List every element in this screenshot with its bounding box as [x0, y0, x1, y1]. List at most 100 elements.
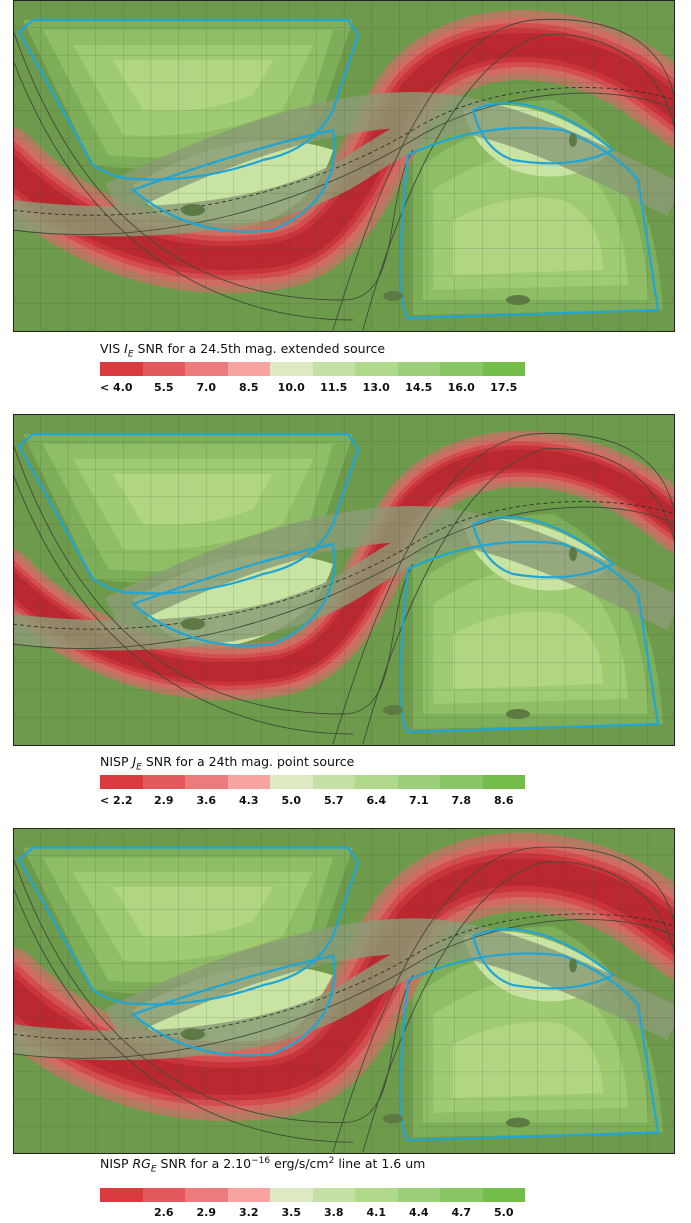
source-mask — [569, 547, 577, 561]
grid — [13, 414, 675, 746]
survey-south — [399, 126, 660, 320]
survey-south — [399, 952, 660, 1142]
colorbar-swatch — [440, 1188, 483, 1202]
survey-north — [17, 432, 360, 595]
colorbar-swatch — [227, 1188, 270, 1202]
colorbar-tick-label: 10.0 — [277, 381, 305, 394]
band-contour — [13, 33, 675, 271]
survey-lens-north — [471, 928, 616, 990]
field-contour — [113, 886, 273, 937]
colorbar-tick-label: 8.6 — [494, 794, 514, 807]
colorbar-swatch — [312, 362, 355, 376]
colorbar-tick-label: 14.5 — [405, 381, 433, 394]
source-mask — [506, 295, 530, 305]
boundary-curve — [332, 846, 675, 1153]
colorbar-3 — [100, 1188, 525, 1202]
boundary-curve — [332, 18, 675, 331]
sky-map-1 — [13, 0, 675, 332]
boundary-curve — [13, 59, 354, 321]
colorbar-tick-label: 5.7 — [324, 794, 344, 807]
field-contour — [453, 197, 603, 275]
source-mask — [383, 1113, 403, 1124]
boundary-curve — [13, 443, 414, 715]
survey-lens-south — [130, 542, 336, 647]
colorbar-swatch — [227, 775, 270, 789]
colorbar-ticks-3: 2.6 2.9 3.2 3.5 3.8 4.1 4.4 4.7 5.0 — [100, 1206, 525, 1220]
colorbar-title-1: VIS IE SNR for a 24.5th mag. extended so… — [100, 341, 386, 360]
colorbar-tick-label: < 2.2 — [100, 794, 133, 807]
source-mask — [383, 705, 403, 715]
survey-south — [399, 540, 660, 734]
field-contour — [113, 60, 273, 111]
ecliptic-dashed — [13, 501, 675, 630]
grid — [13, 0, 675, 332]
source-mask — [506, 709, 530, 719]
colorbar-tick-label: < 4.0 — [100, 381, 133, 394]
colorbar-swatch — [100, 775, 143, 789]
colorbar-swatch — [355, 775, 398, 789]
ecliptic-dashed — [13, 87, 675, 216]
colorbar-tick-label: 4.4 — [409, 1206, 429, 1219]
boundary-curve — [13, 857, 414, 1124]
boundary-curves — [13, 846, 675, 1153]
colorbar-tick-label: 11.5 — [320, 381, 348, 394]
masked-sources — [181, 133, 577, 305]
colorbar-swatch — [185, 362, 228, 376]
colorbar-tick-label: 4.3 — [239, 794, 259, 807]
colorbar-swatch — [397, 1188, 440, 1202]
survey-outline — [17, 432, 660, 734]
survey-lens-south — [130, 128, 336, 233]
panel-2: NISP JE SNR for a 24th mag. point source… — [0, 414, 691, 814]
boundary-curve — [362, 861, 675, 1153]
colorbar-swatch — [482, 362, 525, 376]
colorbar-tick-label: 2.6 — [154, 1206, 174, 1219]
colorbar-1 — [100, 362, 525, 376]
field-contour — [113, 474, 273, 525]
colorbar-swatch — [185, 1188, 228, 1202]
colorbar-tick-label: 13.0 — [362, 381, 390, 394]
galactic-band — [13, 10, 675, 294]
survey-lens-south — [130, 954, 336, 1057]
colorbar-tick-label: 6.4 — [366, 794, 387, 807]
lane — [104, 918, 675, 1041]
colorbar-swatch — [397, 362, 440, 376]
colorbar-title-2: NISP JE SNR for a 24th mag. point source — [100, 754, 355, 773]
masked-sources — [181, 958, 577, 1128]
lane — [104, 505, 675, 631]
boundary-curve — [13, 506, 675, 649]
colorbar-swatch — [355, 1188, 398, 1202]
boundary-curve — [13, 473, 354, 735]
colorbar-swatch — [312, 775, 355, 789]
boundary-curve — [13, 886, 354, 1143]
survey-outline — [17, 846, 660, 1142]
colorbar-swatch — [100, 362, 143, 376]
band-contour — [13, 858, 675, 1095]
boundary-curves — [13, 18, 675, 331]
colorbar-swatch — [355, 362, 398, 376]
colorbar-2 — [100, 775, 525, 789]
map-frame — [13, 828, 675, 1154]
colorbar-tick-label: 7.1 — [409, 794, 429, 807]
boundary-curve — [362, 448, 675, 745]
colorbar-swatch — [440, 775, 483, 789]
colorbar-tick-label: 5.0 — [281, 794, 302, 807]
panel-3: NISP RGE SNR for a 2.10−16 erg/s/cm2 lin… — [0, 828, 691, 1223]
colorbar-swatch — [227, 362, 270, 376]
colorbar-tick-label: 2.9 — [196, 1206, 217, 1219]
boundary-curve — [13, 92, 675, 235]
sky-map-2 — [13, 414, 675, 746]
source-mask — [181, 618, 205, 630]
source-mask — [506, 1117, 530, 1128]
colorbar-swatch — [312, 1188, 355, 1202]
source-mask — [181, 1028, 205, 1041]
colorbar-tick-label: 8.5 — [239, 381, 259, 394]
source-mask — [383, 291, 403, 301]
colorbar-ticks-2: < 2.2 2.9 3.6 4.3 5.0 5.7 6.4 7.1 7.8 8.6 — [100, 794, 525, 808]
colorbar-tick-label: 7.0 — [196, 381, 217, 394]
panel-1: VIS IE SNR for a 24.5th mag. extended so… — [0, 0, 691, 400]
survey-lens-north — [471, 516, 616, 579]
colorbar-tick-label: 3.6 — [196, 794, 217, 807]
colorbar-swatch — [440, 362, 483, 376]
colorbar-swatch — [142, 1188, 185, 1202]
ecliptic-dashed — [13, 913, 675, 1040]
